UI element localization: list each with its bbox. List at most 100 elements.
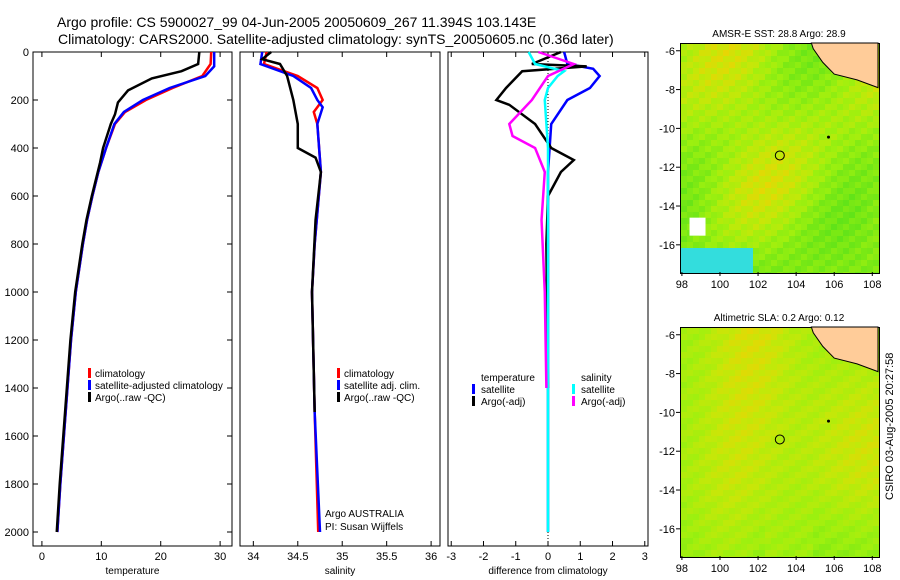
map-cell [801,74,807,80]
map-cell [723,424,729,430]
map-cell [771,236,777,242]
x-axis-label: temperature [106,566,160,577]
legend-label: satellite [581,385,615,396]
map-cell [825,454,831,460]
map-cell [759,352,765,358]
legend-label: Argo(..raw -QC) [344,393,415,404]
map-cell [693,502,699,508]
map-cell [771,514,777,520]
map-cell [849,364,855,370]
map-cell [765,532,771,538]
map-cell [819,68,825,74]
map-cell [807,200,813,206]
map-cell [777,68,783,74]
map-cell [771,544,777,550]
map-cell [705,346,711,352]
map-cell [771,520,777,526]
land-java [810,42,879,89]
map-cell [801,140,807,146]
map-cell [711,394,717,400]
map-cell [705,194,711,200]
map-cell [849,376,855,382]
map-cell [765,514,771,520]
map-cell [807,68,813,74]
map-cell [747,242,753,248]
map-cell [789,128,795,134]
map-cell [765,272,771,273]
map-cell [717,254,723,260]
map-cell [759,266,765,272]
map-cell [825,182,831,188]
map-cell [825,544,831,550]
map-cell [771,206,777,212]
map-cell [735,478,741,484]
argo-position-marker [774,434,785,445]
map-cell [681,200,687,206]
map-cell [819,230,825,236]
map-cell [789,200,795,206]
map-cell [699,370,705,376]
map-cell [795,164,801,170]
map-cell [873,248,879,254]
map-cell [747,340,753,346]
map-cell [819,212,825,218]
map-cell [819,370,825,376]
map-cell [747,68,753,74]
map-cell [699,272,705,273]
x-tick-label: 104 [787,563,805,575]
map-cell [783,484,789,490]
map-cell [795,442,801,448]
map-cell [819,170,825,176]
map-cell [819,248,825,254]
map-cell [705,352,711,358]
legend-key [88,380,91,390]
map-cell [861,448,867,454]
map-cell [795,242,801,248]
map-cell [747,182,753,188]
map-cell [813,544,819,550]
map-cell [693,388,699,394]
map-cell [711,68,717,74]
map-cell [729,418,735,424]
map-cell [765,334,771,340]
map-cell [687,466,693,472]
map-cell [801,182,807,188]
map-cell [807,62,813,68]
map-cell [867,478,873,484]
map-cell [741,460,747,466]
map-cell [849,418,855,424]
map-cell [873,370,879,376]
map-cell [855,466,861,472]
map-cell [747,400,753,406]
map-cell [729,442,735,448]
map-cell [723,406,729,412]
map-cell [873,526,879,532]
map-cell [819,520,825,526]
map-cell [741,412,747,418]
map-cell [687,194,693,200]
map-cell [723,382,729,388]
map-cell [765,164,771,170]
map-cell [789,526,795,532]
map-cell [705,478,711,484]
map-cell [801,68,807,74]
map-cell [801,556,807,557]
map-cell [723,508,729,514]
map-cell [831,248,837,254]
map-cell [765,352,771,358]
map-cell [759,448,765,454]
map-cell [849,236,855,242]
map-cell [747,514,753,520]
map-cell [747,376,753,382]
map-cell [831,80,837,86]
map-cell [837,472,843,478]
map-cell [819,98,825,104]
map-cell [741,532,747,538]
map-cell [765,104,771,110]
map-cell [711,272,717,273]
map-cell [855,158,861,164]
map-cell [843,116,849,122]
map-cell [723,80,729,86]
map-cell [681,520,687,526]
map-cell [777,200,783,206]
